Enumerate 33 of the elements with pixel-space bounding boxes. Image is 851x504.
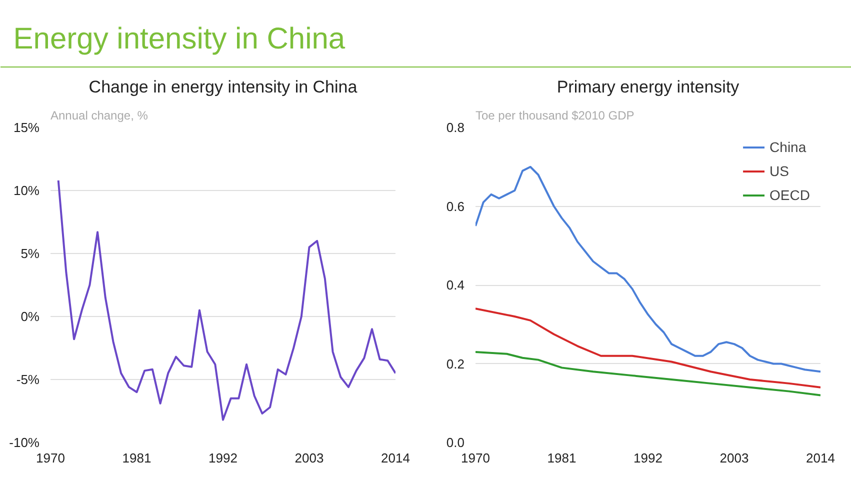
- x-tick-label: 1981: [547, 450, 576, 466]
- y-tick-label: -10%: [9, 435, 40, 450]
- x-tick-label: 1970: [461, 450, 490, 466]
- x-tick-label: 1992: [208, 450, 238, 466]
- y-tick-label: 0.8: [446, 120, 465, 135]
- line-series: [476, 350, 820, 396]
- y-tick-label: 0.4: [446, 278, 465, 292]
- x-tick-label: 2003: [720, 450, 749, 466]
- y-axis-title: Annual change, %: [50, 108, 148, 122]
- legend-label: OECD: [770, 187, 810, 203]
- y-tick-label: 0.6: [446, 198, 465, 214]
- text: Energy intensity in China: [13, 22, 346, 56]
- x-tick-label: 2014: [381, 450, 410, 466]
- y-tick-label: 5%: [20, 246, 40, 261]
- y-tick-label: 10%: [13, 183, 40, 198]
- x-tick-label: 1992: [634, 450, 662, 466]
- x-tick-label: 1970: [36, 450, 65, 466]
- y-tick-label: 0%: [20, 309, 40, 324]
- line-series: [476, 308, 820, 388]
- y-tick-label: 15%: [13, 120, 40, 135]
- chart-title: Primary energy intensity: [556, 78, 740, 96]
- y-tick-label: 0.0: [446, 435, 465, 450]
- y-axis-title: Toe per thousand $2010 GDP: [476, 108, 634, 122]
- x-tick-label: 2003: [294, 450, 324, 466]
- x-tick-label: 1981: [122, 450, 152, 466]
- legend-label: US: [770, 163, 790, 179]
- y-tick-label: 0.2: [446, 356, 465, 372]
- line-series: [57, 179, 396, 421]
- legend-label: China: [770, 139, 806, 155]
- y-tick-label: -5%: [16, 372, 40, 387]
- x-tick-label: 2014: [806, 450, 835, 466]
- chart-title: Change in energy intensity in China: [88, 78, 358, 96]
- line-series: [476, 166, 820, 373]
